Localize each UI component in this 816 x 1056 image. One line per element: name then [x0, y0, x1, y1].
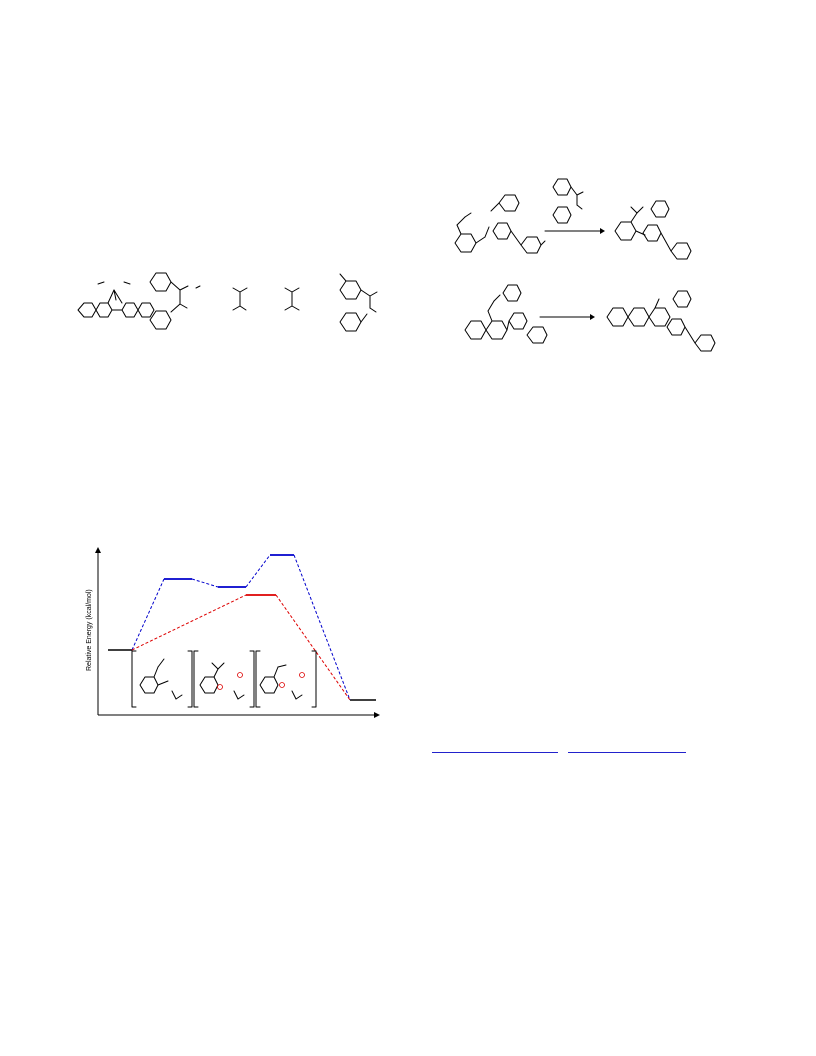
substrate-1-structure	[454, 194, 546, 254]
diphenyl-structure	[149, 272, 201, 330]
x-axis-arrowhead	[374, 712, 380, 718]
reaction-scheme	[454, 178, 716, 352]
arrowhead-2	[590, 314, 595, 320]
y-axis-arrowhead	[95, 547, 101, 553]
bracket-structure-3	[255, 650, 317, 708]
arrowhead-1	[600, 228, 605, 234]
energy-diagram: Relative Energy (kcal/mol)	[80, 545, 390, 725]
y-axis-label: Relative Energy (kcal/mol)	[86, 589, 93, 671]
footnote-link-2[interactable]	[568, 752, 686, 753]
bracket-structure-1	[131, 650, 193, 708]
structure-row-top-left	[77, 272, 378, 332]
reagent-structure	[552, 178, 584, 224]
bracket-structure-2	[193, 650, 255, 708]
energy-diagram-plot	[95, 547, 380, 718]
aryl-tolyl-structure	[339, 273, 378, 332]
blue-pathway	[131, 554, 351, 701]
product-1-structure	[614, 200, 692, 260]
fragment-structure-1	[232, 287, 248, 311]
product-2-structure	[606, 290, 716, 352]
substrate-2-structure	[464, 284, 548, 344]
red-pathway	[131, 594, 351, 701]
footnote-link-1[interactable]	[432, 752, 558, 753]
triptycene-structure	[77, 281, 155, 318]
fragment-structure-2	[284, 287, 300, 311]
